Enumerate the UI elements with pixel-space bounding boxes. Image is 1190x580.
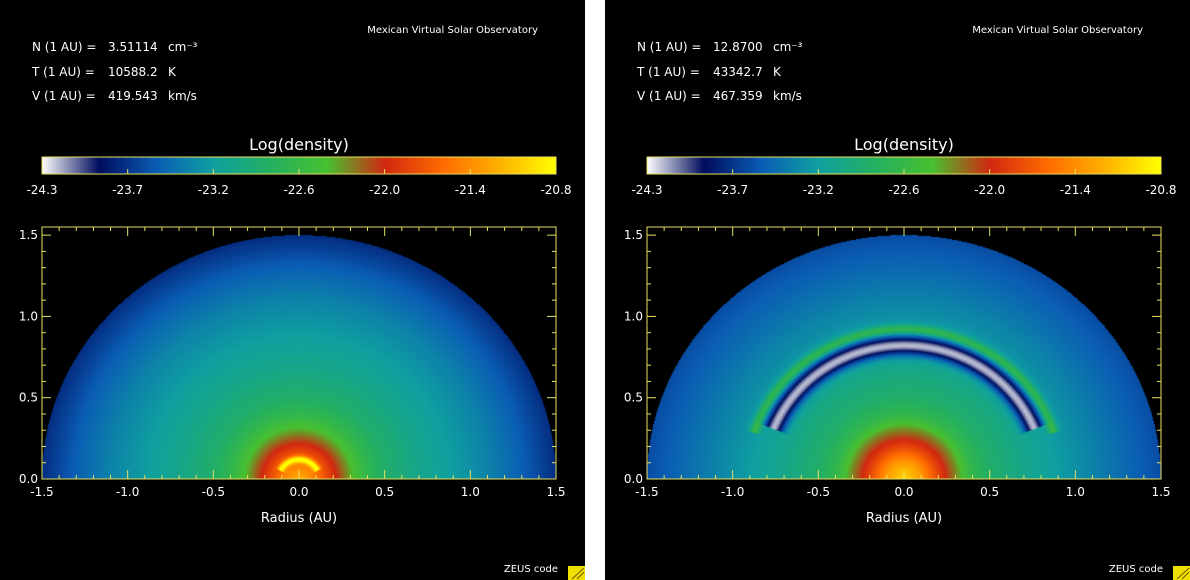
colorbar-tick-label: -23.7 (717, 183, 748, 197)
observatory-label: Mexican Virtual Solar Observatory (367, 25, 538, 36)
x-tick-label: 1.5 (1151, 485, 1170, 499)
x-tick-label: -1.5 (635, 485, 658, 499)
param-value: 12.8700 (713, 40, 763, 54)
colorbar-tick-label: -21.4 (455, 183, 486, 197)
y-tick-label: 1.5 (19, 228, 38, 242)
x-tick-label: 1.5 (546, 485, 565, 499)
resize-corner-stroke (571, 567, 585, 580)
colorbar-tick-label: -23.2 (803, 183, 834, 197)
colorbar-tick-label: -20.8 (540, 183, 571, 197)
observatory-label: Mexican Virtual Solar Observatory (972, 25, 1143, 36)
colorbar-tick-label: -22.0 (369, 183, 400, 197)
resize-corner-stroke (1176, 567, 1190, 580)
density-heatmap (42, 227, 556, 479)
y-tick-label: 1.5 (624, 228, 643, 242)
param-value: 467.359 (713, 89, 763, 103)
colorbar-title: Log(density) (249, 135, 349, 154)
colorbar-tick-label: -21.4 (1060, 183, 1091, 197)
left-plot-panel: Mexican Virtual Solar Observatory N (1 AU… (0, 0, 585, 580)
x-tick-label: 1.0 (461, 485, 480, 499)
param-label: V (1 AU) = (32, 89, 96, 103)
x-tick-label: -0.5 (202, 485, 225, 499)
resize-corner-icon (568, 566, 585, 580)
colorbar-tick-label: -22.6 (283, 183, 314, 197)
x-tick-label: 1.0 (1066, 485, 1085, 499)
footer-label: ZEUS code (1109, 564, 1163, 575)
y-tick-label: 0.5 (19, 391, 38, 405)
colorbar-tick-label: -24.3 (26, 183, 57, 197)
colorbar-tick-label: -22.0 (974, 183, 1005, 197)
resize-corner-stroke (576, 571, 585, 580)
y-tick-label: 0.0 (19, 472, 38, 486)
param-label: T (1 AU) = (636, 65, 700, 79)
colorbar-tick-label: -20.8 (1145, 183, 1176, 197)
y-tick-label: 0.5 (624, 391, 643, 405)
footer-label: ZEUS code (504, 564, 558, 575)
x-tick-label: -1.0 (116, 485, 139, 499)
x-tick-label: -1.0 (721, 485, 744, 499)
resize-corner-icon (1173, 566, 1190, 580)
resize-corner-stroke (1181, 571, 1190, 580)
y-tick-label: 1.0 (624, 309, 643, 323)
x-axis-label: Radius (AU) (866, 511, 942, 526)
colorbar-tick-label: -22.6 (888, 183, 919, 197)
param-value: 10588.2 (108, 65, 158, 79)
param-label: N (1 AU) = (637, 40, 701, 54)
density-heatmap (647, 227, 1161, 479)
param-label: T (1 AU) = (31, 65, 95, 79)
x-tick-label: 0.0 (289, 485, 308, 499)
x-tick-label: -0.5 (807, 485, 830, 499)
param-value: 419.543 (108, 89, 158, 103)
param-unit: K (168, 65, 177, 79)
param-unit: K (773, 65, 782, 79)
y-tick-label: 0.0 (624, 472, 643, 486)
param-value: 3.51114 (108, 40, 158, 54)
colorbar-tick-label: -24.3 (631, 183, 662, 197)
param-unit: km/s (773, 89, 802, 103)
param-value: 43342.7 (713, 65, 763, 79)
x-axis-label: Radius (AU) (261, 511, 337, 526)
x-tick-label: 0.5 (980, 485, 999, 499)
colorbar-title: Log(density) (854, 135, 954, 154)
colorbar-tick-label: -23.2 (198, 183, 229, 197)
density-chart: Mexican Virtual Solar Observatory N (1 AU… (19, 25, 585, 580)
param-unit: km/s (168, 89, 197, 103)
param-unit: cm⁻³ (168, 40, 198, 54)
colorbar-tick-label: -23.7 (112, 183, 143, 197)
param-label: V (1 AU) = (637, 89, 701, 103)
right-plot-panel: Mexican Virtual Solar Observatory N (1 AU… (605, 0, 1190, 580)
param-unit: cm⁻³ (773, 40, 803, 54)
density-chart: Mexican Virtual Solar Observatory N (1 AU… (624, 25, 1190, 580)
x-tick-label: -1.5 (30, 485, 53, 499)
param-label: N (1 AU) = (32, 40, 96, 54)
y-tick-label: 1.0 (19, 309, 38, 323)
x-tick-label: 0.0 (894, 485, 913, 499)
x-tick-label: 0.5 (375, 485, 394, 499)
